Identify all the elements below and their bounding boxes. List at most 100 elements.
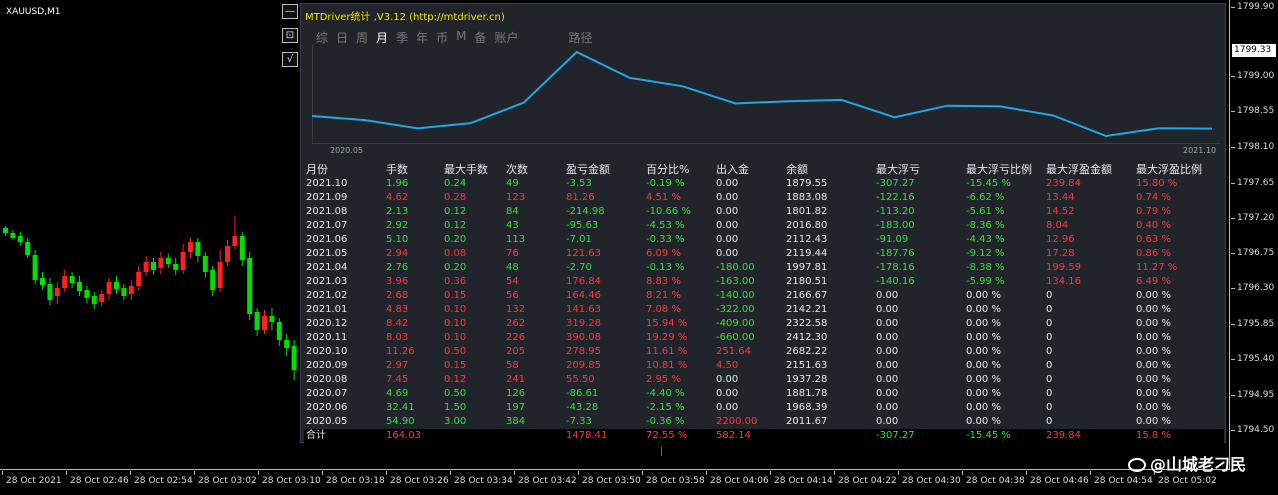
candle-body: [136, 272, 142, 286]
panel-tab[interactable]: 备: [474, 31, 487, 45]
table-cell: [784, 429, 874, 443]
table-cell: 0.00: [876, 360, 899, 371]
table-cell: 0.00 %: [1136, 290, 1171, 301]
table-cell: 19.29 %: [646, 332, 688, 343]
table-cell: 390.08: [566, 332, 601, 343]
price-tick-label: 1795.85: [1237, 319, 1275, 329]
table-cell: 0.63 %: [1136, 234, 1171, 245]
price-chart[interactable]: XAUUSD,M1: [0, 0, 1230, 470]
table-cell: 3.00: [444, 416, 467, 427]
table-cell: 0: [1046, 388, 1053, 399]
table-cell: 2021.09: [306, 192, 348, 203]
candle-body: [158, 258, 164, 268]
table-row: 2021.08 2.13 0.12 84 -214.98 -10.66 % 0.00 1801…: [304, 205, 1224, 219]
panel-tab[interactable]: 季: [396, 31, 409, 45]
time-tick-label: 28 Oct 04:46: [1030, 476, 1089, 486]
table-cell: -178.16: [876, 262, 915, 273]
table-cell: -140.00: [716, 290, 755, 301]
table-cell: [504, 429, 564, 443]
panel-tab[interactable]: 年: [416, 31, 429, 45]
panel-tab[interactable]: 币: [436, 31, 449, 45]
table-row: 2021.01 4.83 0.10 132 141.63 7.08 % -322.00 214…: [304, 303, 1224, 317]
table-cell: 2.92: [386, 220, 409, 231]
table-cell: 48: [506, 262, 519, 273]
candle-body: [17, 236, 23, 242]
table-cell: 0.24: [444, 178, 467, 189]
price-tick-label: 1795.40: [1237, 354, 1275, 364]
table-cell: 141.63: [566, 304, 601, 315]
column-header: 最大浮盈比例: [1136, 162, 1202, 176]
table-cell: 0.79 %: [1136, 206, 1171, 217]
table-cell: 2021.07: [306, 220, 348, 231]
time-tick-label: 28 Oct 03:34: [454, 476, 513, 486]
table-cell: 0.10: [444, 332, 467, 343]
panel-tab[interactable]: 周: [356, 31, 369, 45]
table-cell: 15.80 %: [1136, 178, 1178, 189]
table-row: 2020.07 4.69 0.50 126 -86.61 -4.40 % 0.00 1881.…: [304, 387, 1224, 401]
time-axis: 28 Oct 2021 28 Oct 02:46 28 Oct 02:54 28 Oc…: [0, 471, 1230, 495]
candle-body: [173, 264, 179, 270]
table-cell: [442, 429, 504, 443]
column-header: 最大浮盈金额: [1046, 162, 1112, 176]
table-cell: 2020.10: [306, 346, 348, 357]
time-tick-label: 28 Oct 03:42: [518, 476, 577, 486]
table-cell: 0.50: [444, 346, 467, 357]
candle-body: [202, 256, 208, 272]
table-cell: 0.28: [444, 192, 467, 203]
panel-tab[interactable]: 综: [316, 31, 329, 45]
table-cell: 0: [1046, 416, 1053, 427]
column-header: 最大手数: [444, 162, 488, 176]
table-cell: 49: [506, 178, 519, 189]
table-cell: -7.33: [566, 416, 592, 427]
table-cell: 54: [506, 276, 519, 287]
table-row: 2020.06 32.41 1.50 197 -43.28 -2.15 % 0.00 1968…: [304, 401, 1224, 415]
table-cell: 241: [506, 374, 526, 385]
table-cell: 0: [1046, 332, 1053, 343]
price-tick-label: 1794.95: [1237, 390, 1275, 400]
table-cell: 1801.82: [786, 206, 828, 217]
candle-body: [84, 290, 90, 298]
table-cell: 1997.81: [786, 262, 828, 273]
time-tick-label: 28 Oct 04:38: [966, 476, 1025, 486]
table-cell: 2.68: [386, 290, 409, 301]
table-cell: -0.13 %: [646, 262, 685, 273]
table-cell: 0.36: [444, 276, 467, 287]
table-cell: 0.00 %: [966, 374, 1001, 385]
table-cell: 6.09 %: [646, 248, 681, 259]
column-header: 次数: [506, 162, 528, 176]
table-cell: 2200.00: [716, 416, 758, 427]
panel-tab[interactable]: 月: [376, 31, 389, 45]
panel-tab[interactable]: 账户: [494, 31, 519, 45]
table-cell: 0.00 %: [966, 304, 1001, 315]
table-cell: 0.00: [876, 304, 899, 315]
table-cell: 278.95: [566, 346, 601, 357]
table-cell: -180.00: [716, 262, 755, 273]
table-cell: -86.61: [566, 388, 599, 399]
equity-line: [312, 50, 1213, 138]
panel-tab[interactable]: 日: [336, 31, 349, 45]
table-cell: 0.00 %: [1136, 318, 1171, 329]
table-row: 2020.05 54.90 3.00 384 -7.33 -0.36 % 2200.00 20…: [304, 415, 1224, 429]
column-header: 出入金: [716, 162, 749, 176]
table-cell: 2016.80: [786, 220, 828, 231]
table-cell: 2021.06: [306, 234, 348, 245]
table-cell: 81.26: [566, 192, 595, 203]
table-cell: 56: [506, 290, 519, 301]
table-cell: 1.96: [386, 178, 409, 189]
check-button[interactable]: √: [282, 52, 298, 67]
table-cell: 2020.08: [306, 374, 348, 385]
table-cell: -4.43 %: [966, 234, 1005, 245]
table-cell: -0.36 %: [646, 416, 685, 427]
table-cell: -15.45 %: [964, 429, 1044, 443]
candle-body: [262, 316, 267, 330]
restore-button[interactable]: ⊡: [282, 28, 298, 43]
table-cell: -122.16: [876, 192, 915, 203]
table-cell: 319.28: [566, 318, 601, 329]
minimize-button[interactable]: —: [282, 4, 298, 19]
candle-body: [151, 262, 156, 270]
price-tick-label: 1798.55: [1237, 106, 1275, 116]
table-cell: 0: [1046, 374, 1053, 385]
panel-tab[interactable]: 路径: [568, 31, 593, 45]
table-cell: 2020.11: [306, 332, 348, 343]
panel-tab[interactable]: M: [456, 29, 467, 43]
